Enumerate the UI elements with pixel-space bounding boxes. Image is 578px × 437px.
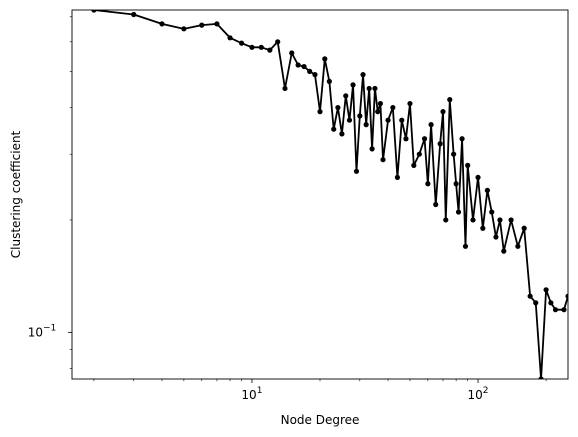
data-point — [561, 307, 567, 313]
data-point — [357, 113, 363, 119]
data-point — [451, 151, 457, 157]
data-point — [363, 122, 369, 128]
data-point — [453, 181, 459, 187]
data-point — [317, 109, 323, 115]
series-line — [93, 10, 568, 379]
data-point — [462, 243, 469, 249]
data-point — [275, 39, 281, 45]
data-point — [407, 100, 413, 107]
data-point — [447, 97, 453, 103]
data-point — [440, 109, 446, 115]
data-point — [199, 22, 205, 28]
data-point — [343, 93, 349, 99]
data-point — [533, 300, 539, 306]
data-point — [489, 209, 495, 215]
data-point — [295, 62, 301, 68]
data-point — [470, 217, 476, 223]
data-point — [249, 44, 255, 50]
data-point — [282, 85, 288, 92]
data-point — [521, 225, 527, 231]
data-point — [366, 85, 372, 92]
data-point — [443, 217, 449, 223]
y-axis-label: Clustering coefficient — [9, 130, 23, 258]
data-point — [416, 151, 422, 157]
data-point — [307, 68, 313, 74]
data-point — [350, 82, 356, 88]
data-point — [227, 35, 233, 41]
data-point — [258, 44, 264, 50]
data-point — [428, 122, 434, 128]
data-point — [480, 225, 486, 231]
data-point — [459, 136, 465, 142]
data-point — [339, 131, 345, 137]
data-point — [411, 162, 417, 168]
data-point — [131, 11, 137, 18]
x-axis-label: Node Degree — [281, 413, 360, 427]
data-point — [515, 243, 521, 249]
data-point — [565, 293, 568, 299]
x-tick-label: 102 — [468, 386, 489, 402]
data-point — [497, 217, 503, 223]
data-point — [493, 234, 499, 240]
data-point — [335, 104, 341, 111]
x-tick-label: 101 — [241, 386, 262, 402]
data-point — [380, 157, 386, 163]
data-point — [433, 201, 439, 208]
data-point — [421, 136, 428, 142]
data-point — [543, 287, 549, 293]
data-point — [312, 72, 318, 78]
data-point — [238, 40, 245, 46]
data-point — [326, 78, 332, 84]
data-point — [437, 141, 443, 147]
data-point — [475, 174, 481, 181]
data-point — [360, 72, 366, 78]
data-point — [403, 136, 409, 142]
data-point — [377, 100, 383, 107]
data-point — [548, 300, 554, 306]
data-point — [455, 209, 462, 215]
data-point — [508, 217, 514, 223]
data-point — [538, 376, 544, 379]
data-point — [372, 85, 378, 92]
data-point — [331, 126, 337, 132]
data-point — [346, 117, 353, 123]
data-point — [267, 47, 273, 53]
data-point — [552, 307, 559, 313]
data-point — [301, 63, 307, 70]
data-point — [91, 10, 97, 13]
data-point — [289, 50, 295, 56]
data-point — [369, 146, 375, 152]
data-point — [375, 109, 381, 115]
data-point — [214, 21, 220, 27]
data-point — [399, 117, 405, 123]
y-tick-label: 10−1 — [28, 323, 57, 339]
data-point — [527, 293, 533, 299]
data-point — [322, 56, 328, 62]
data-point — [501, 248, 507, 254]
data-point — [353, 168, 360, 174]
data-point — [159, 21, 165, 27]
data-point — [390, 104, 396, 111]
data-point — [484, 187, 490, 193]
data-point — [425, 181, 431, 187]
data-point — [385, 117, 391, 123]
data-point — [465, 162, 471, 168]
data-point — [394, 174, 401, 181]
data-point — [181, 26, 187, 32]
